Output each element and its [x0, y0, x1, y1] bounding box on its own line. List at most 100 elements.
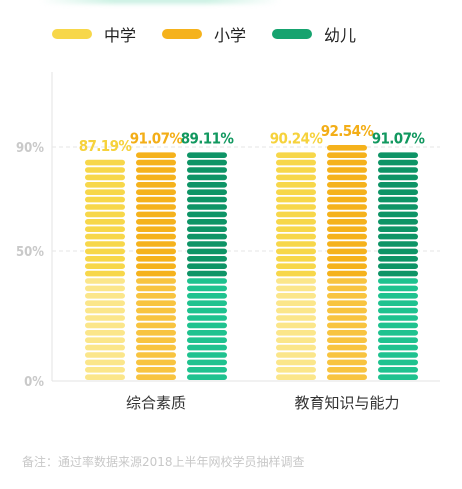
bar-segment	[276, 241, 316, 247]
bar-segment	[378, 174, 418, 181]
data-label: 89.11%	[181, 130, 235, 148]
bar-segment	[327, 233, 367, 240]
bar-segment	[187, 226, 227, 232]
bar-segment	[85, 159, 125, 166]
bar-segment	[85, 293, 125, 299]
bar-segment	[276, 204, 316, 210]
bar-segment	[85, 374, 125, 380]
bar-segment	[85, 233, 125, 240]
bar-segment	[327, 196, 367, 203]
y-tick-label: 90%	[16, 141, 44, 156]
bar-segment	[378, 152, 418, 158]
bar-segment	[136, 211, 176, 218]
bar-segment	[136, 359, 176, 366]
bar-segment	[187, 248, 227, 255]
bar-segment	[136, 374, 176, 380]
legend-label-primary-school: 小学	[214, 26, 247, 45]
bar-segment	[276, 330, 316, 336]
bar-segment	[187, 167, 227, 173]
bar-segment	[187, 196, 227, 203]
bar-segment	[187, 278, 227, 284]
bar-segment	[85, 300, 125, 306]
bar-segment	[187, 241, 227, 247]
chart-legend: 中学 小学 幼儿	[52, 22, 356, 46]
bar-segment	[136, 256, 176, 262]
bar-segment	[187, 219, 227, 225]
bar-segment	[276, 344, 316, 351]
bar-segment	[378, 330, 418, 336]
bar-segment	[378, 182, 418, 188]
bar-segment	[276, 196, 316, 203]
bar-segment	[378, 241, 418, 247]
bar-segment	[136, 204, 176, 210]
bar-segment	[276, 374, 316, 380]
bar-segment	[85, 263, 125, 269]
bar-segment	[187, 367, 227, 373]
bar-segment	[136, 241, 176, 247]
bar-segment	[187, 322, 227, 329]
data-label: 87.19%	[79, 137, 133, 155]
bar-segment	[276, 352, 316, 358]
bar-segment	[187, 374, 227, 380]
bar-segment	[85, 196, 125, 203]
bar-segment	[85, 248, 125, 255]
bar-segment	[378, 248, 418, 255]
bar-segment	[276, 189, 316, 195]
bar-segment	[85, 270, 125, 277]
bar-segment	[85, 322, 125, 329]
bar-segment	[276, 278, 316, 284]
bar-segment	[378, 344, 418, 351]
bar-segment	[136, 263, 176, 269]
bar-segment	[136, 330, 176, 336]
bar-segment	[378, 374, 418, 380]
bar-segment	[276, 226, 316, 232]
bar-segment	[327, 367, 367, 373]
bar-segment	[276, 322, 316, 329]
bar-segment	[378, 189, 418, 195]
bar-segment	[378, 211, 418, 218]
bar-segment	[276, 219, 316, 225]
bar-segment	[136, 270, 176, 277]
bar-segment	[327, 322, 367, 329]
bar-segment	[136, 189, 176, 195]
legend-label-preschool: 幼儿	[324, 26, 357, 45]
bar-segment	[187, 315, 227, 321]
bar-segment	[136, 226, 176, 232]
bar-segment	[187, 344, 227, 351]
bar-segment	[378, 226, 418, 232]
bar-segment	[378, 359, 418, 366]
top-decoration	[40, 0, 280, 4]
data-label: 90.24%	[270, 130, 324, 148]
bar-segment	[327, 352, 367, 358]
bar-segment	[378, 322, 418, 329]
bar-segment	[85, 256, 125, 262]
bar-segment	[85, 174, 125, 181]
bar-segment	[187, 152, 227, 158]
legend-item-primary-school: 小学	[162, 22, 246, 46]
bar-segment	[85, 285, 125, 292]
bar-segment	[327, 263, 367, 269]
bar-segment	[276, 337, 316, 343]
bar-segment	[378, 159, 418, 166]
bar-segment	[85, 359, 125, 366]
bar-segment	[378, 270, 418, 277]
bar-segment	[187, 330, 227, 336]
bar-segment	[327, 182, 367, 188]
bar-segment	[136, 293, 176, 299]
bar-segment	[276, 270, 316, 277]
bar-segment	[378, 315, 418, 321]
bar-segment	[327, 189, 367, 195]
bar-segment	[327, 337, 367, 343]
legend-item-preschool: 幼儿	[272, 22, 356, 46]
bar-segment	[276, 359, 316, 366]
bar-segment	[136, 196, 176, 203]
bar-segment	[187, 270, 227, 277]
bar-segment	[327, 145, 367, 151]
bar-segment	[85, 307, 125, 314]
bar-segment	[276, 307, 316, 314]
bar-segment	[378, 367, 418, 373]
bar-segment	[85, 367, 125, 373]
bar-segment	[378, 256, 418, 262]
bar-segment	[136, 174, 176, 181]
bar-segment	[85, 219, 125, 225]
